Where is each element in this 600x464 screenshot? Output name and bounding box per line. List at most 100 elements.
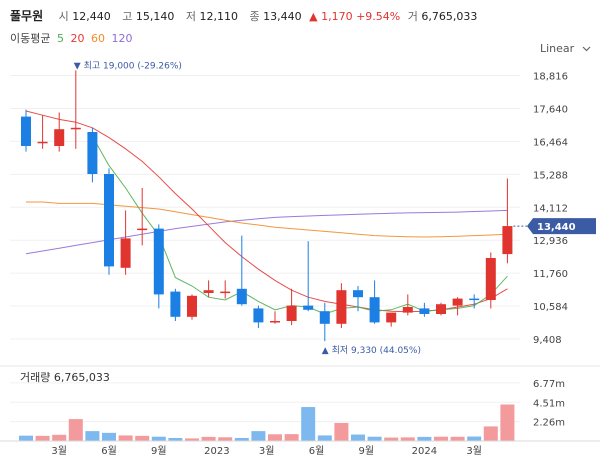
candle-body <box>170 291 181 317</box>
candle <box>386 312 397 327</box>
volume-bar <box>317 435 332 441</box>
volume-bar <box>351 434 365 441</box>
high-label: 고 <box>122 10 133 23</box>
volume-bar <box>151 436 166 441</box>
min-price-annotation: ▲ 최저 9,330 (44.05%) <box>322 345 421 356</box>
price-tick-label: 11,760 <box>533 269 568 280</box>
scale-label: Linear <box>540 42 575 55</box>
candle-body <box>187 295 197 317</box>
stock-name: 풀무원 <box>10 9 44 23</box>
ma60-legend[interactable]: 60 <box>90 32 105 45</box>
low-price: 12,110 <box>199 10 239 23</box>
candle <box>436 302 446 316</box>
price-tick-label: 14,112 <box>533 203 568 214</box>
volume-bar <box>384 437 399 441</box>
candle <box>502 178 513 264</box>
candle-body <box>253 308 264 323</box>
volume-bar <box>52 434 67 441</box>
candle-body <box>452 298 463 306</box>
price-tick-label: 16,464 <box>533 137 568 148</box>
current-price-tag: 13,440 <box>527 218 596 235</box>
open-label: 시 <box>58 10 69 23</box>
candle <box>153 224 164 309</box>
candle-body <box>153 228 164 295</box>
chevron-down-icon <box>582 46 591 52</box>
candle-body <box>353 290 363 298</box>
candle-body <box>104 174 114 267</box>
moving-average-legend: 이동평균 5 20 60 120 <box>10 30 135 46</box>
max-price-annotation: ▼ 최고 19,000 (-29.26%) <box>74 60 182 71</box>
volume-tick-label: 4.51m <box>533 398 565 409</box>
candle <box>87 127 98 183</box>
volume-bar <box>500 404 515 441</box>
candle-body <box>70 127 81 130</box>
volume-bar <box>434 436 448 441</box>
candle-body <box>502 226 513 255</box>
candle <box>485 252 496 309</box>
x-axis-tick-label: 2023 <box>204 446 229 457</box>
ma5-legend[interactable]: 5 <box>56 32 64 45</box>
price-change-pct: +9.54% <box>356 10 401 23</box>
volume-bar <box>234 437 249 441</box>
volume-tick-label: 2.26m <box>533 418 565 429</box>
price-tick-label: 18,816 <box>533 72 568 83</box>
candle-body <box>203 290 214 293</box>
candle-body <box>336 290 347 324</box>
volume-bar <box>334 422 349 441</box>
candle-body <box>37 141 48 144</box>
ma20-legend[interactable]: 20 <box>70 32 85 45</box>
volume-bar <box>467 436 482 441</box>
candle-body <box>386 312 397 323</box>
volume-bar <box>201 436 216 441</box>
volume-bar <box>251 431 266 441</box>
candle <box>369 280 380 324</box>
candle-body <box>220 291 231 294</box>
x-axis-tick-label: 3월 <box>51 445 67 457</box>
candle <box>236 235 247 306</box>
candle-body <box>436 304 446 314</box>
moving-average-label: 이동평균 <box>10 32 51 45</box>
candle-body <box>402 307 413 313</box>
candle <box>286 288 297 326</box>
volume-bar <box>367 436 382 441</box>
candle <box>170 288 181 321</box>
candle <box>54 112 65 152</box>
ma120-line <box>25 209 508 255</box>
candle-body <box>54 129 65 146</box>
open-price: 12,440 <box>72 10 111 23</box>
volume-bar <box>301 407 316 441</box>
candle <box>187 294 197 320</box>
volume-bar <box>19 435 33 441</box>
price-header: 풀무원 시 12,440 고 15,140 저 12,110 종 13,440 … <box>10 7 481 24</box>
volume-panel-label: 거래량 6,765,033 <box>20 371 110 384</box>
volume-bar <box>400 437 415 441</box>
ma120-legend[interactable]: 120 <box>111 32 133 45</box>
volume-bar <box>85 431 100 441</box>
candle-body <box>303 305 314 310</box>
candle-body <box>319 311 330 324</box>
volume-bar <box>218 437 233 441</box>
volume-bar <box>35 435 50 441</box>
high-price: 15,140 <box>135 10 175 23</box>
scale-toggle-button[interactable]: Linear <box>540 42 591 55</box>
volume-bar <box>102 432 116 441</box>
close-label: 종 <box>249 10 260 23</box>
price-tick-label: 10,584 <box>533 302 568 313</box>
candle <box>203 280 214 298</box>
candle <box>253 305 264 328</box>
candle <box>270 311 280 324</box>
candle <box>336 283 347 328</box>
volume-bar <box>483 426 498 441</box>
candle <box>452 297 463 316</box>
volume-bar <box>118 435 133 441</box>
volume-bar <box>268 434 282 441</box>
x-axis-tick-label: 3월 <box>466 445 482 457</box>
x-axis-tick-label: 9월 <box>151 445 167 457</box>
candle-body <box>469 298 480 301</box>
price-tick-label: 9,408 <box>533 335 562 346</box>
candle <box>319 302 330 342</box>
price-tick-label: 12,936 <box>533 236 568 247</box>
candle <box>37 115 48 149</box>
volume-bar <box>185 438 199 441</box>
